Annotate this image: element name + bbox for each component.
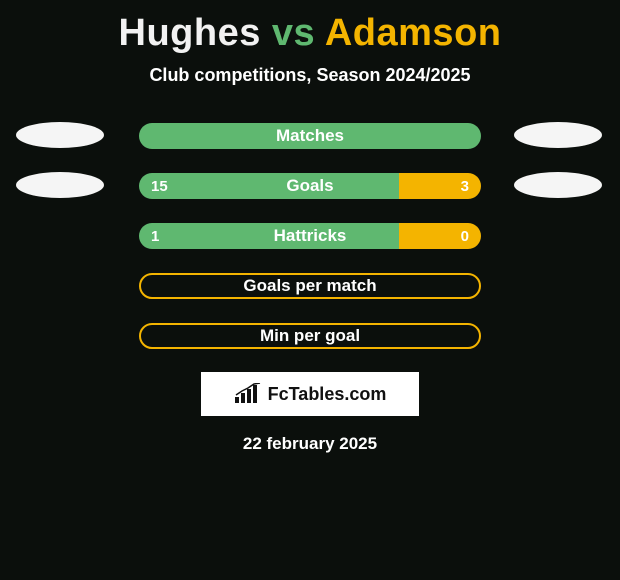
- stat-pill: Matches: [139, 123, 481, 149]
- player-badge-left: [16, 122, 104, 148]
- player-badge-left: [16, 172, 104, 198]
- stat-label: Min per goal: [141, 323, 479, 349]
- stat-value-right: 3: [461, 178, 469, 195]
- player-badge-right: [514, 172, 602, 198]
- stat-pill: Hattricks1 0: [139, 223, 481, 249]
- stat-pill: Min per goal: [139, 323, 481, 349]
- stat-label: Matches: [139, 123, 481, 149]
- stat-row: Matches: [0, 122, 620, 150]
- branding-text: FcTables.com: [268, 384, 387, 405]
- stat-label: Hattricks: [139, 223, 481, 249]
- stat-label: Goals per match: [141, 273, 479, 299]
- stat-pill: Goals per match: [139, 273, 481, 299]
- date-label: 22 february 2025: [243, 434, 377, 454]
- stat-row: Goals15 3: [0, 172, 620, 200]
- stat-value-left: 15: [151, 178, 168, 195]
- player2-name: Adamson: [325, 12, 502, 54]
- page-title: Hughes vs Adamson: [119, 12, 502, 55]
- player1-name: Hughes: [119, 12, 261, 54]
- comparison-infographic: Hughes vs Adamson Club competitions, Sea…: [0, 0, 620, 580]
- vs-separator: vs: [272, 12, 315, 54]
- stat-value-left: 1: [151, 228, 159, 245]
- stat-label: Goals: [139, 173, 481, 199]
- stat-row: Hattricks1 0: [0, 222, 620, 250]
- stat-pill: Goals15 3: [139, 173, 481, 199]
- stats-area: Matches Goals15 3 Hattricks1 0 Goals per matc…: [0, 122, 620, 350]
- stat-row: Goals per match: [0, 272, 620, 300]
- branding-badge: FcTables.com: [201, 372, 419, 416]
- stat-row: Min per goal: [0, 322, 620, 350]
- stat-value-right: 0: [461, 228, 469, 245]
- player-badge-right: [514, 122, 602, 148]
- subtitle: Club competitions, Season 2024/2025: [149, 65, 470, 86]
- bar-chart-icon: [234, 383, 262, 405]
